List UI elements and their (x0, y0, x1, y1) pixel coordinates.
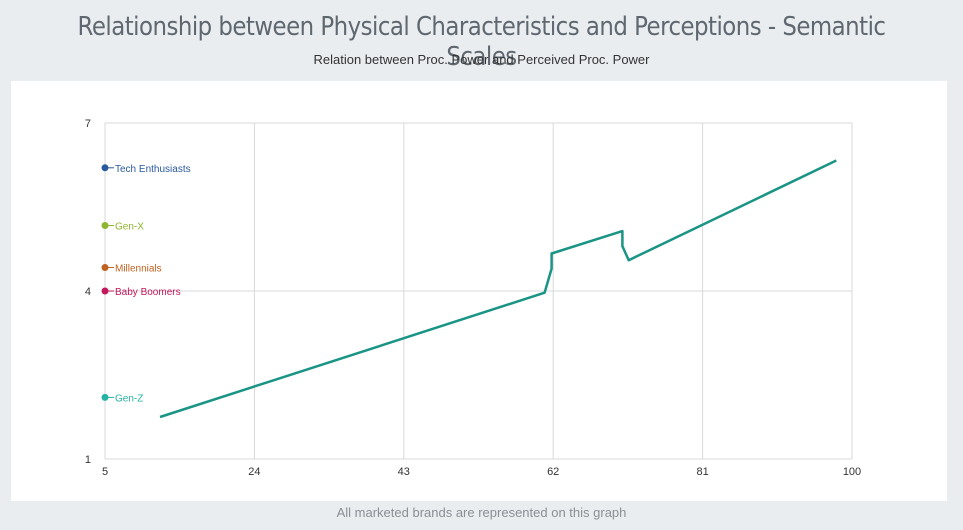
x-tick-label: 100 (843, 466, 861, 478)
series-line (159, 159, 837, 419)
y-tick-label: 4 (85, 286, 91, 298)
segment-label: Millennials (115, 263, 162, 274)
chart-panel: 5 24 43 62 81 100 1 4 7 Tech Enthusiasts Gen-X Mil… (11, 81, 947, 501)
y-tick-label: 1 (85, 454, 91, 466)
x-tick-label: 62 (547, 466, 559, 478)
grid (104, 122, 853, 460)
segment-marker (101, 393, 109, 401)
segment-label: Tech Enthusiasts (115, 164, 191, 175)
segment-label: Gen-Z (115, 393, 143, 404)
chart-title: Relationship between Physical Characteri… (77, 12, 886, 72)
x-tick-label: 43 (398, 466, 410, 478)
series-layer (159, 159, 837, 419)
segment-markers: Tech Enthusiasts Gen-X Millennials Baby Boo… (101, 164, 191, 404)
segment-label: Gen-X (115, 221, 144, 232)
x-tick-label: 24 (248, 466, 260, 478)
segment-marker (101, 287, 109, 295)
axis-ticks: 5 24 43 62 81 100 1 4 7 (85, 118, 861, 478)
footer-note: All marketed brands are represented on t… (336, 505, 627, 520)
chart-subtitle: Relation between Proc. Power and Perceiv… (313, 52, 650, 67)
segment-marker (101, 263, 109, 271)
segment-marker (101, 221, 109, 229)
x-tick-label: 5 (102, 466, 108, 478)
segment-marker (101, 164, 109, 172)
y-tick-label: 7 (85, 118, 91, 130)
x-tick-label: 81 (696, 466, 708, 478)
segment-label: Baby Boomers (115, 287, 181, 298)
line-chart: 5 24 43 62 81 100 1 4 7 Tech Enthusiasts Gen-X Mil… (85, 118, 861, 478)
